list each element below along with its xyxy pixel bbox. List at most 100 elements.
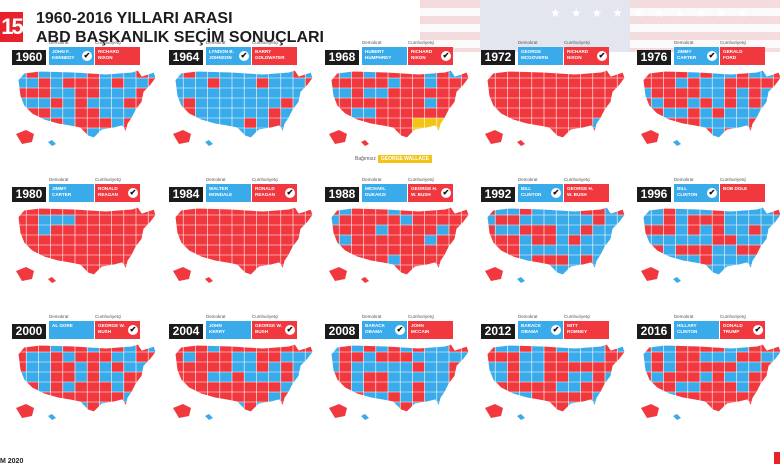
state-tile xyxy=(175,118,184,128)
state-tile xyxy=(412,118,425,128)
democrat-candidate: LYNDON B. JOHNSON ✔ xyxy=(206,47,251,65)
state-tile xyxy=(507,225,520,235)
democrat-label: Demokrat xyxy=(674,40,694,45)
state-tile xyxy=(376,412,388,422)
state-tile xyxy=(605,255,618,265)
state-tile xyxy=(280,382,293,392)
hawaii-shape xyxy=(517,140,525,146)
state-tile xyxy=(712,78,725,88)
state-tile xyxy=(773,245,780,255)
state-tile xyxy=(593,275,605,285)
state-tile xyxy=(687,70,700,78)
candidate-name: BILL CLINTON xyxy=(677,186,698,197)
state-tile xyxy=(773,392,780,402)
state-tile xyxy=(773,215,780,225)
state-tile xyxy=(183,352,196,362)
state-tile xyxy=(568,255,581,265)
candidate-name: AL GORE xyxy=(52,323,73,328)
candidate-name: RICHARD NIXON xyxy=(98,49,120,60)
state-tile xyxy=(111,372,124,382)
state-tile xyxy=(736,207,749,215)
state-tile xyxy=(219,118,232,128)
state-tile xyxy=(532,412,544,422)
state-tile xyxy=(305,70,313,78)
hawaii-shape xyxy=(48,277,56,283)
candidate-name: GEORGE H. W. BUSH xyxy=(411,186,438,197)
alaska-shape xyxy=(16,130,34,144)
state-tile xyxy=(700,275,712,285)
state-tile xyxy=(761,255,774,265)
state-tile xyxy=(700,225,713,235)
winner-check-icon: ✔ xyxy=(285,325,295,335)
state-tile xyxy=(62,108,75,118)
state-tile xyxy=(663,108,676,118)
state-tile xyxy=(195,118,208,128)
state-tile xyxy=(183,78,196,88)
state-tile xyxy=(568,215,581,225)
state-tile xyxy=(38,225,51,235)
state-tile xyxy=(136,245,149,255)
us-map-2008 xyxy=(329,343,470,422)
us-map-2016 xyxy=(641,343,780,420)
state-tile xyxy=(424,235,437,245)
state-tile xyxy=(436,402,449,412)
hawaii-shape xyxy=(205,414,213,420)
state-tile xyxy=(495,372,508,382)
winner-check-icon: ✔ xyxy=(551,325,561,335)
state-tile xyxy=(556,225,569,235)
state-tile xyxy=(244,372,257,382)
state-tile xyxy=(531,215,544,225)
brand-logo: 15 xyxy=(0,12,24,42)
state-tile xyxy=(663,362,676,372)
state-tile xyxy=(712,255,725,265)
alaska-shape xyxy=(485,404,503,418)
state-tile xyxy=(519,402,532,412)
democrat-candidate: MICHAEL DUKAKIS xyxy=(362,184,407,202)
state-tile xyxy=(26,372,39,382)
hawaii-shape xyxy=(48,414,56,420)
state-tile xyxy=(424,98,437,108)
alaska-shape xyxy=(16,404,34,418)
state-tile xyxy=(232,412,244,422)
candidate-name: DONALD TRUMP xyxy=(723,323,743,334)
state-tile xyxy=(123,70,136,78)
state-tile xyxy=(605,392,618,402)
state-tile xyxy=(605,225,618,235)
state-tile xyxy=(736,344,749,352)
state-tile xyxy=(375,362,388,372)
state-tile xyxy=(724,225,737,235)
state-tile xyxy=(244,412,256,422)
state-tile xyxy=(375,392,388,402)
state-tile xyxy=(605,382,618,392)
state-tile xyxy=(112,412,124,422)
state-tile xyxy=(675,382,688,392)
state-tile xyxy=(436,392,449,402)
state-tile xyxy=(38,70,51,78)
year-label: 2004 xyxy=(169,324,203,339)
state-tile xyxy=(495,207,508,215)
state-tile xyxy=(651,372,664,382)
candidate-name: MITT ROMNEY xyxy=(567,323,588,334)
state-tile xyxy=(663,275,675,285)
state-tile xyxy=(148,382,156,392)
election-2012: 2012 Demokrat BARACK OBAMA ✔ Cumhuriyetçi MIT… xyxy=(481,314,631,439)
state-tile xyxy=(256,372,269,382)
alaska-shape xyxy=(173,130,191,144)
state-tile xyxy=(351,108,364,118)
candidate-name: BARACK OBAMA xyxy=(521,323,541,334)
state-tile xyxy=(305,392,313,402)
state-tile xyxy=(461,255,469,265)
state-tile xyxy=(123,362,136,372)
state-tile xyxy=(617,344,625,352)
state-tile xyxy=(437,412,449,422)
state-tile xyxy=(63,138,75,148)
title-line-2: ABD BAŞKANLIK SEÇİM SONUÇLARI xyxy=(36,29,324,46)
state-tile xyxy=(148,362,156,372)
candidate-name: RICHARD NIXON xyxy=(411,49,433,60)
state-tile xyxy=(207,70,220,78)
hawaii-shape xyxy=(48,140,56,146)
election-1996: 1996 Demokrat BILL CLINTON ✔ Cumhuriyetçi BOB… xyxy=(637,177,780,302)
state-tile xyxy=(425,412,437,422)
state-tile xyxy=(412,275,424,285)
state-tile xyxy=(62,215,75,225)
